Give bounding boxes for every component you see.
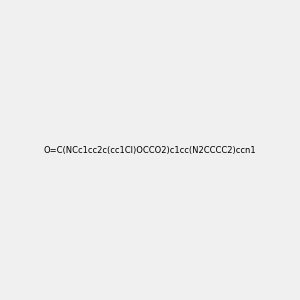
Text: O=C(NCc1cc2c(cc1Cl)OCCO2)c1cc(N2CCCC2)ccn1: O=C(NCc1cc2c(cc1Cl)OCCO2)c1cc(N2CCCC2)cc… [44,146,256,154]
